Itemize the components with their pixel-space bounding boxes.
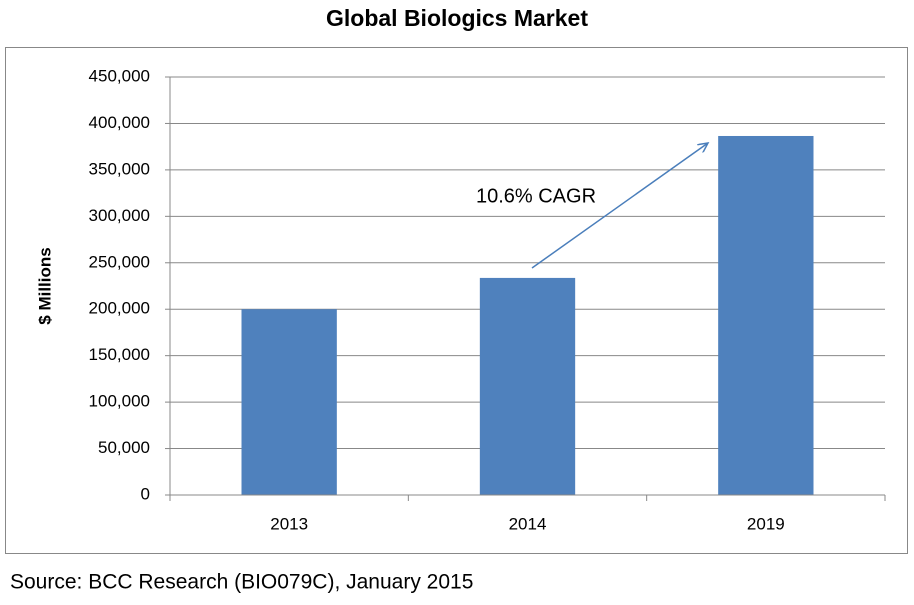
y-tick-label: 400,000 xyxy=(89,113,150,132)
x-tick-label: 2013 xyxy=(270,514,308,533)
y-tick-label: 300,000 xyxy=(89,206,150,225)
y-tick-label: 150,000 xyxy=(89,345,150,364)
plot-area: 0 50,000 100,000 150,000 200,000 250,000 300,0… xyxy=(89,66,886,533)
chart-title: Global Biologics Market xyxy=(326,5,588,31)
y-tick-label: 350,000 xyxy=(89,159,150,178)
bar xyxy=(479,277,576,495)
source-note: Source: BCC Research (BIO079C), January … xyxy=(10,571,473,594)
y-tick-label: 50,000 xyxy=(98,438,150,457)
y-tick-label: 100,000 xyxy=(89,392,150,411)
y-tick-label: 200,000 xyxy=(89,299,150,318)
bar xyxy=(718,135,814,496)
x-tick-label: 2019 xyxy=(747,514,785,533)
cagr-arrow xyxy=(531,143,708,269)
y-tick-label: 250,000 xyxy=(89,252,150,271)
chart-border xyxy=(5,47,908,554)
y-axis-label: $ Millions xyxy=(35,247,54,324)
x-tick-label: 2014 xyxy=(509,514,547,533)
annotation: 10.6% CAGR xyxy=(476,185,596,207)
y-tick-label: 450,000 xyxy=(89,66,150,85)
bar xyxy=(241,309,337,495)
y-tick-label: 0 xyxy=(141,484,150,503)
